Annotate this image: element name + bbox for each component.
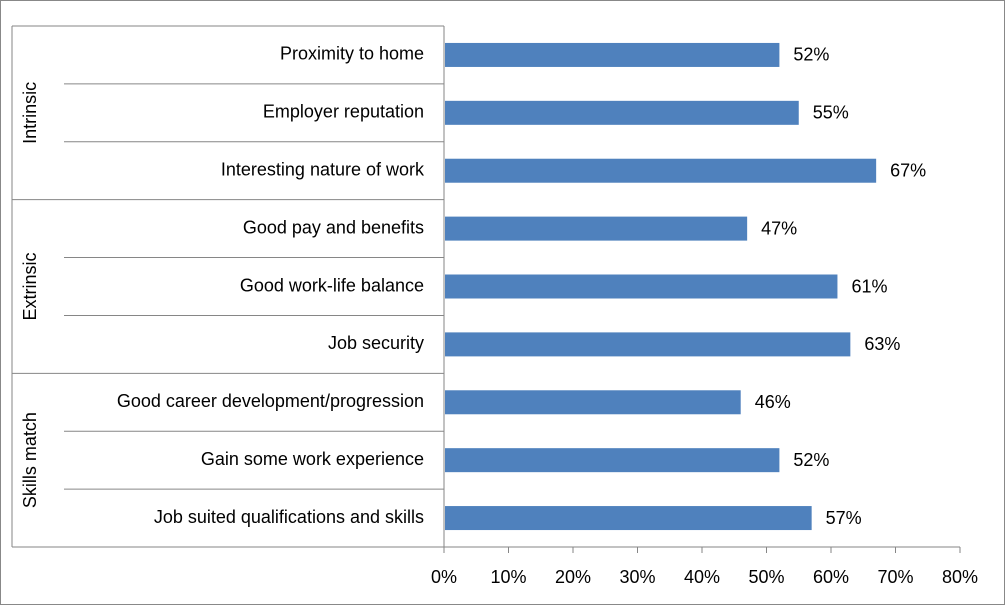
labels: Intrinsic Extrinsic Skills match 0% 10% 20% 30… (20, 44, 978, 587)
bar (445, 274, 838, 299)
bar (445, 448, 780, 473)
data-label: 47% (761, 218, 797, 238)
data-label: 63% (864, 334, 900, 354)
category-label: Interesting nature of work (221, 159, 425, 179)
x-tick-label: 50% (748, 567, 784, 587)
x-tick-label: 60% (813, 567, 849, 587)
data-label: 52% (793, 45, 829, 65)
x-tick-label: 70% (877, 567, 913, 587)
category-label: Good pay and benefits (243, 217, 424, 237)
bar (445, 100, 799, 125)
bar (445, 216, 748, 241)
data-label: 52% (793, 450, 829, 470)
x-tick-label: 10% (490, 567, 526, 587)
data-label: 67% (890, 160, 926, 180)
data-label: 57% (826, 508, 862, 528)
group-label: Intrinsic (20, 82, 40, 144)
data-label: 61% (851, 276, 887, 296)
bar (445, 332, 851, 357)
x-tick-label: 80% (942, 567, 978, 587)
category-label: Gain some work experience (201, 449, 424, 469)
group-label: Skills match (20, 412, 40, 508)
category-label: Good work-life balance (240, 275, 424, 295)
category-label: Employer reputation (263, 102, 424, 122)
x-tick-label: 40% (684, 567, 720, 587)
bar (445, 390, 741, 415)
category-label: Job security (328, 333, 424, 353)
bar (445, 158, 877, 183)
data-label: 55% (813, 103, 849, 123)
bar (445, 42, 780, 67)
x-tick-label: 20% (555, 567, 591, 587)
bar (445, 506, 812, 531)
group-label: Extrinsic (20, 252, 40, 320)
category-label: Proximity to home (280, 44, 424, 64)
bars (445, 42, 877, 531)
category-label: Good career development/progression (117, 391, 424, 411)
x-tick-label: 0% (431, 567, 457, 587)
category-label: Job suited qualifications and skills (154, 507, 424, 527)
data-label: 46% (755, 392, 791, 412)
x-tick-label: 30% (619, 567, 655, 587)
axes (11, 25, 961, 553)
